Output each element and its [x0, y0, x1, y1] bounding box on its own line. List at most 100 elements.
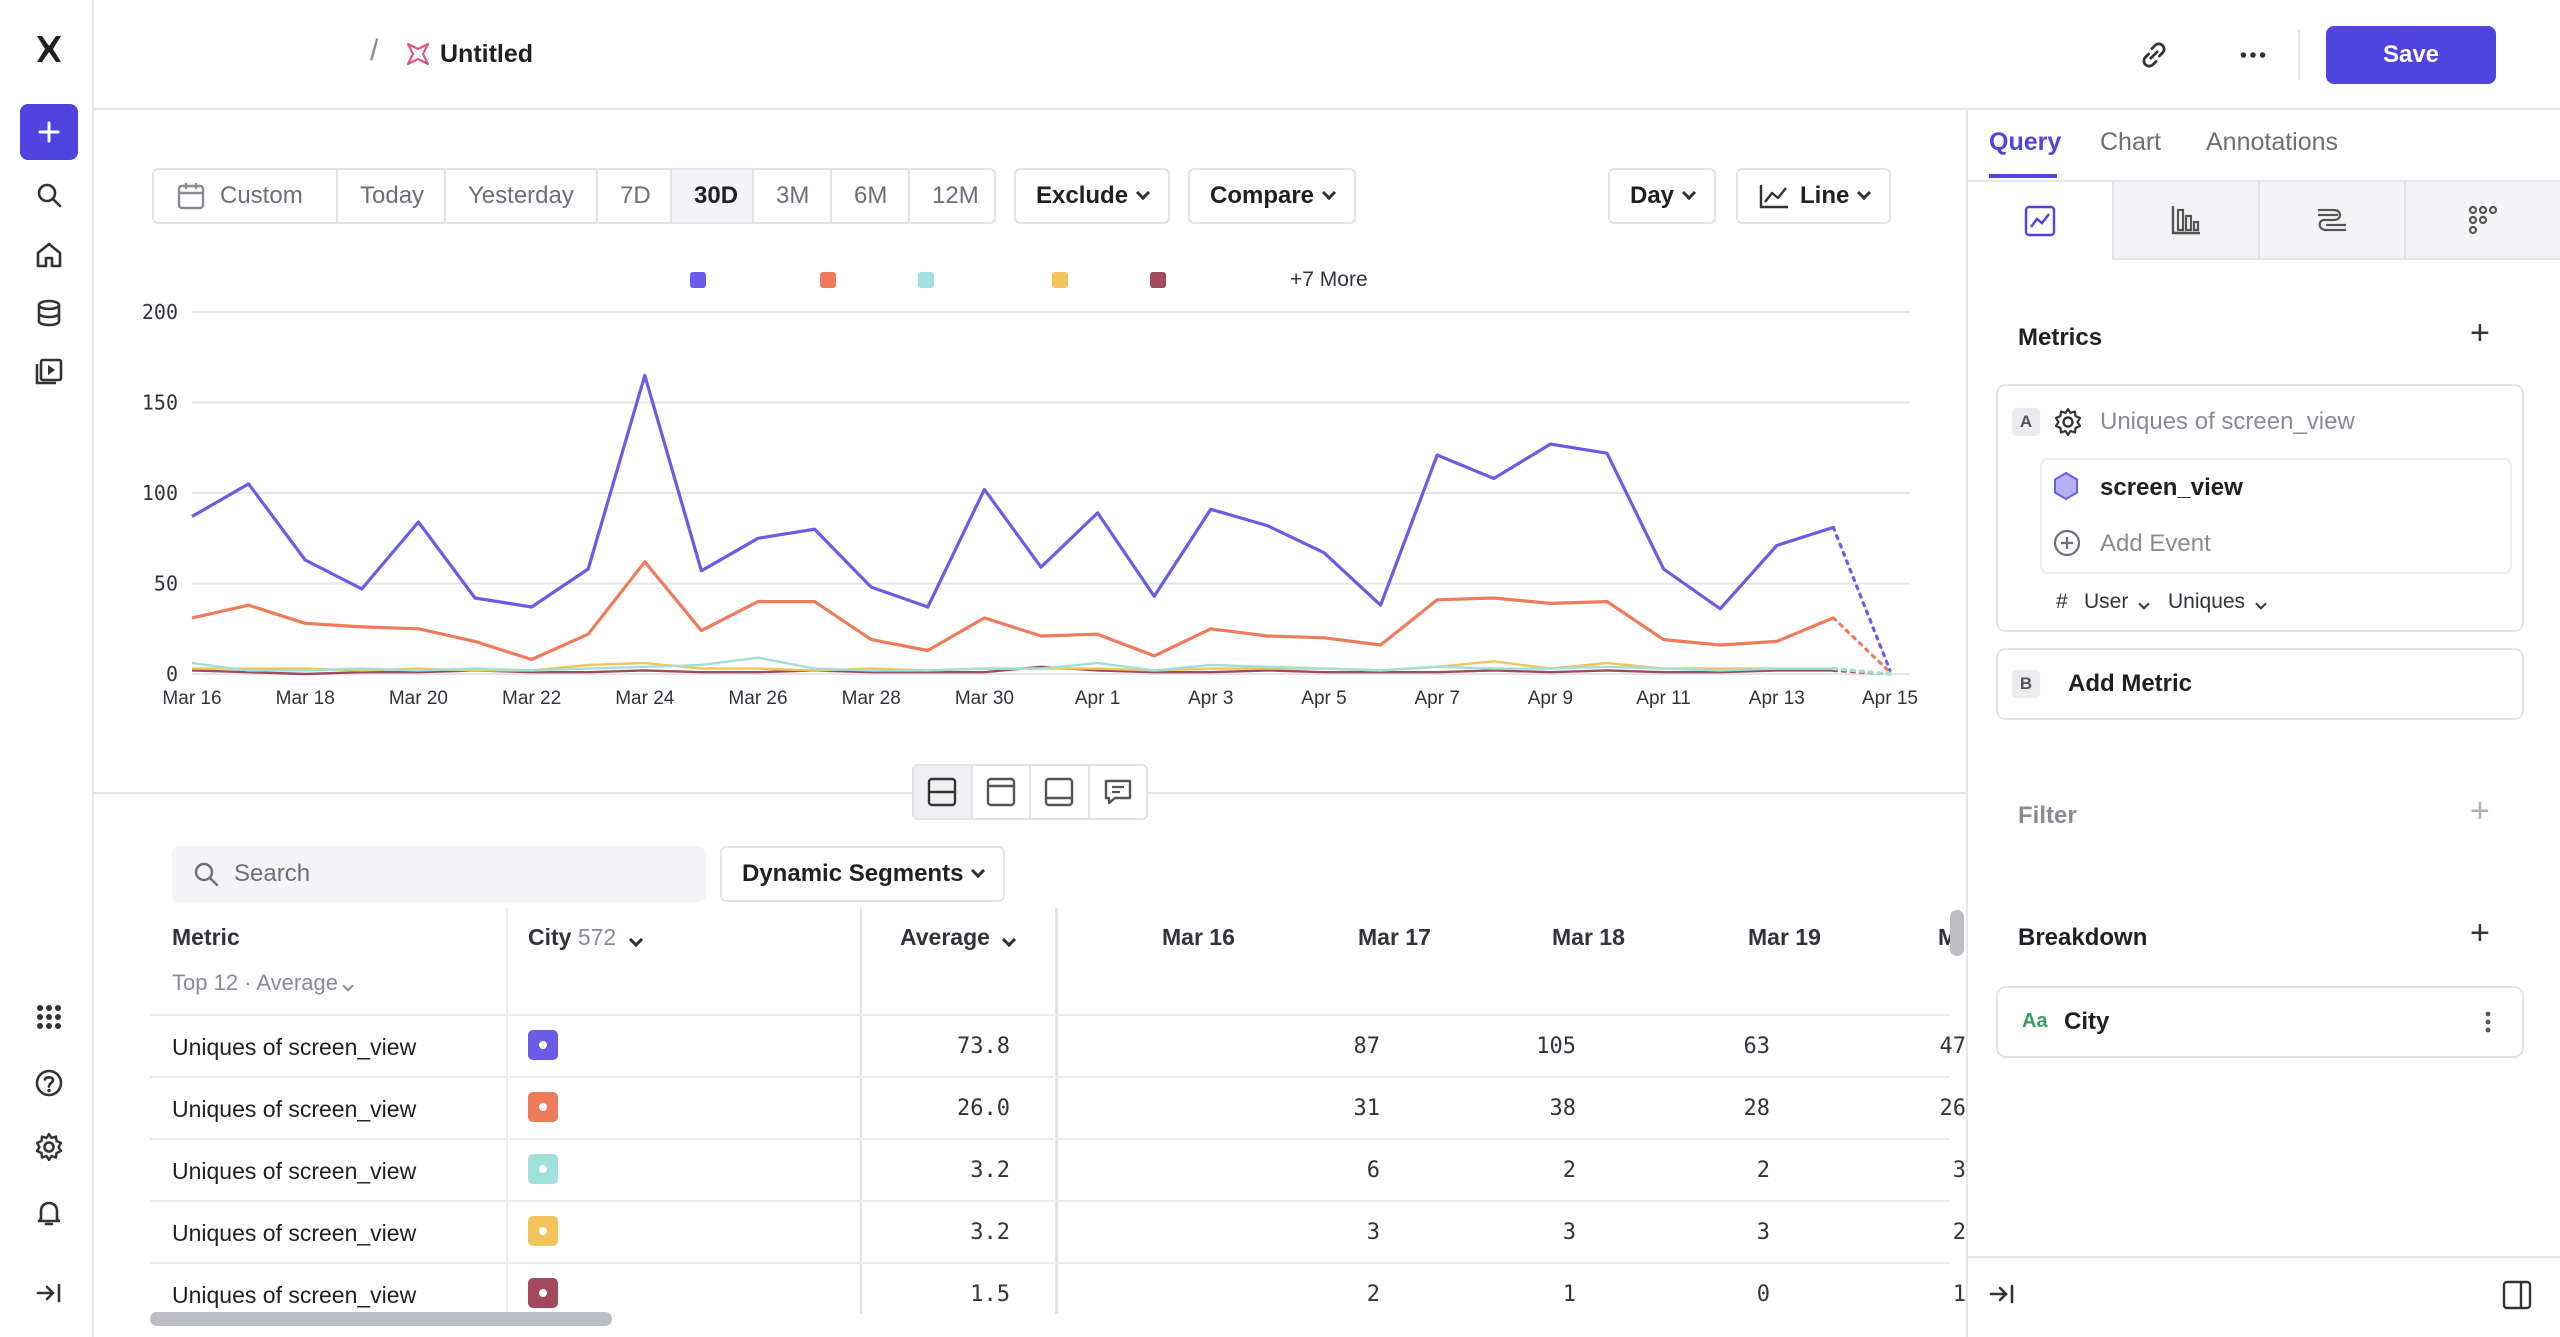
column-header-metric[interactable]: Metric — [172, 924, 240, 950]
metric-settings-icon[interactable] — [2052, 406, 2084, 438]
insights-chart-icon — [2024, 205, 2056, 237]
search-nav-icon[interactable] — [24, 170, 74, 220]
report-type-retention[interactable] — [2406, 182, 2560, 260]
playlist-icon[interactable] — [24, 346, 74, 396]
metric-badge-b: B — [2012, 670, 2040, 698]
x-tick-label: Mar 30 — [955, 688, 1014, 709]
tab-query[interactable]: Query — [1989, 128, 2062, 156]
row-color-swatch[interactable] — [528, 1216, 558, 1246]
date-range-7d[interactable]: 7D — [598, 170, 672, 222]
metric-a-name[interactable]: Uniques of screen_view — [2100, 408, 2355, 435]
home-icon[interactable] — [24, 230, 74, 280]
breakdown-section-title: Breakdown — [2018, 924, 2148, 951]
exclude-dropdown[interactable]: Exclude — [1014, 168, 1171, 224]
add-filter-plus-icon[interactable]: + — [2470, 792, 2490, 830]
add-metric-button[interactable]: Add Metric — [2068, 670, 2193, 697]
row-color-swatch[interactable] — [528, 1030, 558, 1060]
x-tick-label: Mar 18 — [276, 688, 335, 709]
more-options-icon[interactable] — [2236, 38, 2270, 72]
row-color-swatch[interactable] — [528, 1092, 558, 1122]
table-row[interactable]: Uniques of screen_view 73.8 87 105 63 47 — [150, 1014, 1966, 1076]
notifications-bell-icon[interactable] — [24, 1188, 74, 1238]
breakdown-item-city[interactable] — [1996, 986, 2524, 1058]
save-button[interactable]: Save — [2326, 26, 2496, 84]
date-range-6m[interactable]: 6M — [832, 170, 910, 222]
database-icon[interactable] — [24, 288, 74, 338]
vertical-scrollbar[interactable] — [1950, 910, 1964, 956]
legend-swatch-5[interactable] — [1150, 272, 1166, 288]
date-range-today[interactable]: Today — [338, 170, 446, 222]
x-tick-label: Apr 13 — [1749, 688, 1805, 709]
layout-bottom-icon — [1045, 777, 1074, 807]
legend-swatch-3[interactable] — [918, 272, 934, 288]
table-row[interactable]: Uniques of screen_view 3.2 3 3 3 2 — [150, 1200, 1966, 1262]
interval-dropdown[interactable]: Day — [1608, 168, 1717, 224]
row-color-swatch[interactable] — [528, 1154, 558, 1184]
dynamic-segments-dropdown[interactable]: Dynamic Segments — [720, 846, 1006, 902]
report-type-funnels[interactable] — [2114, 182, 2260, 260]
comment-icon — [1104, 779, 1131, 805]
row-color-swatch[interactable] — [528, 1278, 558, 1308]
row-value: 3 — [1562, 1220, 1576, 1245]
legend-swatch-1[interactable] — [690, 272, 706, 288]
layout-split-icon — [928, 777, 957, 807]
event-list — [2040, 458, 2512, 574]
legend-swatch-2[interactable] — [820, 272, 836, 288]
date-range-12m[interactable]: 12M — [932, 182, 979, 209]
column-header-date[interactable]: Mar 16 — [1162, 924, 1235, 950]
measure-user-dropdown[interactable]: User — [2084, 590, 2150, 614]
column-header-average[interactable]: Average — [900, 924, 1017, 951]
layout-chart-only-button[interactable] — [973, 766, 1031, 818]
row-metric: Uniques of screen_view — [172, 1282, 417, 1308]
active-tab-indicator — [1989, 174, 2057, 178]
column-header-date[interactable]: Mar 17 — [1358, 924, 1431, 950]
date-range-30d[interactable]: 30D — [672, 170, 754, 222]
plus-icon — [38, 121, 60, 143]
chart-type-dropdown[interactable]: Line — [1736, 168, 1892, 224]
layout-split-button[interactable] — [914, 766, 973, 818]
event-name[interactable]: screen_view — [2100, 474, 2243, 501]
logo-icon[interactable] — [24, 24, 74, 74]
row-value: 2 — [1952, 1220, 1966, 1245]
add-metric-card[interactable] — [1996, 648, 2524, 720]
column-header-city[interactable]: City 572 — [528, 924, 643, 951]
date-range-yesterday[interactable]: Yesterday — [446, 170, 598, 222]
column-header-date[interactable]: Mar 19 — [1748, 924, 1821, 950]
apps-grid-icon[interactable] — [24, 992, 74, 1042]
table-row[interactable]: Uniques of screen_view 3.2 6 2 2 3 — [150, 1138, 1966, 1200]
report-sparkle-icon — [406, 42, 430, 66]
column-header-date[interactable]: Mar 18 — [1552, 924, 1625, 950]
expand-rail-icon[interactable] — [24, 1268, 74, 1318]
page-title[interactable]: Untitled — [440, 40, 534, 68]
toggle-sidebar-icon[interactable] — [2500, 1278, 2534, 1312]
date-range-3m[interactable]: 3M — [754, 170, 832, 222]
measure-type-dropdown[interactable]: Uniques — [2168, 590, 2267, 614]
table-row[interactable]: Uniques of screen_view 1.5 2 1 0 1 — [150, 1262, 1966, 1324]
tab-annotations[interactable]: Annotations — [2206, 128, 2339, 156]
layout-table-only-button[interactable] — [1031, 766, 1090, 818]
compare-dropdown[interactable]: Compare — [1188, 168, 1357, 224]
date-range-selector: Custom Today Yesterday 7D 30D 3M 6M 12M — [152, 168, 996, 224]
add-metric-plus-icon[interactable]: + — [2470, 314, 2490, 352]
metric-sort-label[interactable]: Top 12 · Average — [172, 970, 354, 996]
add-event-button[interactable]: Add Event — [2100, 530, 2211, 557]
comments-button[interactable] — [1090, 766, 1147, 818]
help-icon[interactable] — [24, 1058, 74, 1108]
series-line-2 — [191, 560, 1835, 662]
tab-chart[interactable]: Chart — [2100, 128, 2162, 156]
table-row[interactable]: Uniques of screen_view 26.0 31 38 28 26 — [150, 1076, 1966, 1138]
breakdown-more-icon[interactable] — [2476, 1006, 2500, 1038]
settings-gear-icon[interactable] — [24, 1122, 74, 1172]
collapse-panel-icon[interactable] — [1986, 1278, 2018, 1310]
report-type-flows[interactable] — [2260, 182, 2406, 260]
legend-more[interactable]: +7 More — [1290, 268, 1368, 291]
report-type-insights[interactable] — [1968, 182, 2114, 260]
create-new-button[interactable] — [20, 104, 78, 160]
legend-swatch-4[interactable] — [1052, 272, 1068, 288]
date-range-custom[interactable]: Custom — [154, 170, 338, 222]
horizontal-scrollbar[interactable] — [150, 1312, 612, 1326]
row-value: 1 — [1952, 1282, 1966, 1307]
copy-link-icon[interactable] — [2137, 38, 2171, 72]
add-breakdown-plus-icon[interactable]: + — [2470, 914, 2490, 952]
table-search[interactable]: Search — [172, 846, 706, 902]
